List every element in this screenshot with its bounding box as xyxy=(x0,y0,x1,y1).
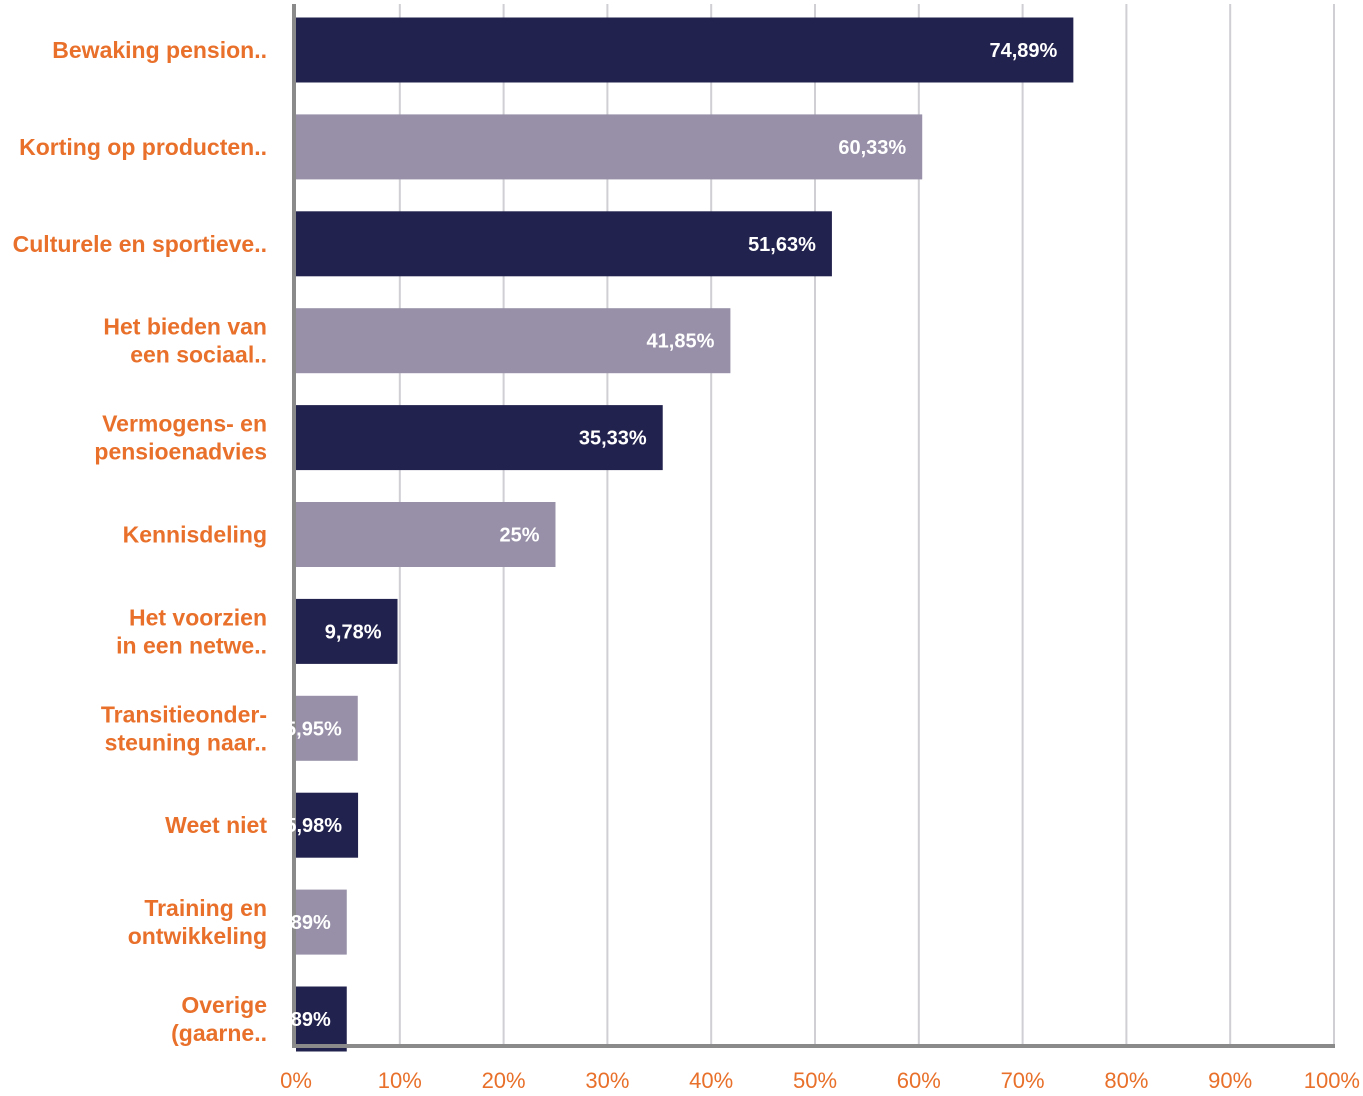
category-label: Culturele en sportieve.. xyxy=(13,231,267,257)
x-tick-label: 100% xyxy=(1304,1068,1360,1093)
category-label: Het bieden van een sociaal.. xyxy=(103,314,267,368)
category-label-line: in een netwe.. xyxy=(116,632,267,658)
bar xyxy=(296,598,398,664)
bar xyxy=(296,889,347,955)
data-label: 41,85% xyxy=(647,331,715,353)
x-tick-label: 70% xyxy=(1001,1068,1045,1093)
bar xyxy=(296,405,663,471)
category-label-line: pensioenadvies xyxy=(94,439,267,465)
category-label-line: Kennisdeling xyxy=(123,522,267,548)
data-label: 35,33% xyxy=(579,428,647,450)
x-tick-label: 30% xyxy=(585,1068,629,1093)
x-tick-label: 80% xyxy=(1104,1068,1148,1093)
x-tick-label: 0% xyxy=(280,1068,312,1093)
x-tick-label: 60% xyxy=(897,1068,941,1093)
bar xyxy=(296,792,359,858)
category-label-line: Korting op producten.. xyxy=(19,134,267,160)
data-label: 4,89% xyxy=(274,1009,331,1031)
category-label-line: steuning naar.. xyxy=(105,729,267,755)
category-label-line: Transitieonder- xyxy=(101,701,267,727)
category-label: Het voorzien in een netwe.. xyxy=(116,604,267,658)
data-label: 60,33% xyxy=(838,137,906,159)
category-label-line: Training en xyxy=(144,895,267,921)
bar xyxy=(296,17,1074,83)
data-label: 25% xyxy=(499,525,539,547)
data-label: 9,78% xyxy=(325,621,382,643)
category-label-line: Culturele en sportieve.. xyxy=(13,231,267,257)
x-tick-label: 50% xyxy=(793,1068,837,1093)
category-label: Training en ontwikkeling xyxy=(128,895,267,949)
x-tick-label: 90% xyxy=(1208,1068,1252,1093)
x-tick-label: 10% xyxy=(378,1068,422,1093)
bar xyxy=(296,308,731,374)
bar xyxy=(296,695,358,761)
bar xyxy=(296,211,832,277)
x-tick-label: 40% xyxy=(689,1068,733,1093)
data-label: 5,98% xyxy=(285,815,342,837)
category-label-line: Vermogens- en xyxy=(102,411,267,437)
category-label: Transitieonder-steuning naar.. xyxy=(101,701,267,755)
data-label: 51,63% xyxy=(748,234,816,256)
x-tick-label: 20% xyxy=(482,1068,526,1093)
category-label-line: Het bieden van xyxy=(103,314,267,340)
bar xyxy=(296,986,347,1052)
category-label: Korting op producten.. xyxy=(19,134,267,160)
bar xyxy=(296,502,556,567)
category-label-line: een sociaal.. xyxy=(130,342,267,368)
bar xyxy=(296,114,923,180)
data-label: 4,89% xyxy=(274,912,331,934)
category-label: Overige (gaarne.. xyxy=(171,992,267,1046)
category-label-line: Bewaking pension.. xyxy=(52,37,267,63)
category-label-line: Weet niet xyxy=(165,812,267,838)
data-label: 5,95% xyxy=(285,718,342,740)
category-label: Vermogens- en pensioenadvies xyxy=(94,411,267,465)
category-label-line: Het voorzien xyxy=(129,604,267,630)
category-label: Kennisdeling xyxy=(123,522,267,548)
category-label-line: Overige xyxy=(181,992,267,1018)
category-label: Bewaking pension.. xyxy=(52,37,267,63)
category-label: Weet niet xyxy=(165,812,267,838)
category-label-line: ontwikkeling xyxy=(128,923,267,949)
category-label-line: (gaarne.. xyxy=(171,1020,267,1046)
data-label: 74,89% xyxy=(990,40,1058,62)
